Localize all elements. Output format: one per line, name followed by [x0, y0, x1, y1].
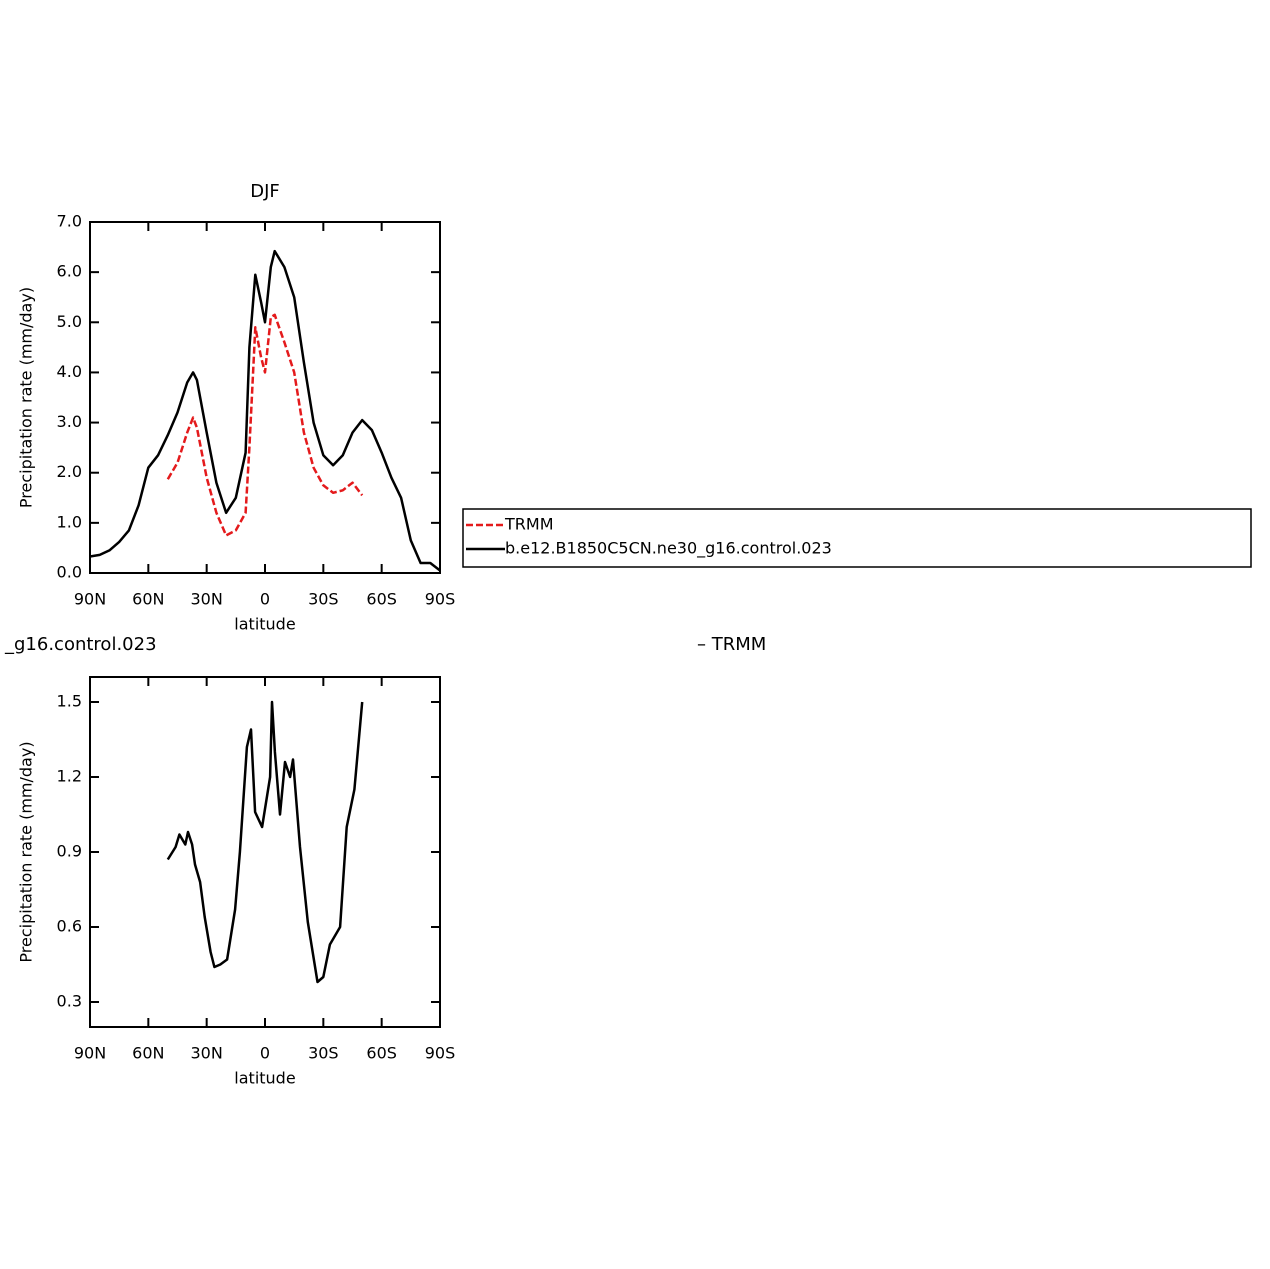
x-axis-label: latitude	[234, 615, 295, 634]
y-tick-label: 0.0	[57, 563, 82, 582]
x-tick-label: 30N	[191, 590, 223, 609]
chart-title: – TRMM	[697, 634, 766, 655]
legend-label: TRMM	[504, 515, 554, 534]
x-tick-label: 60N	[132, 590, 164, 609]
legend-label: b.e12.B1850C5CN.ne30_g16.control.023	[505, 539, 832, 559]
y-tick-label: 1.5	[57, 692, 82, 711]
x-tick-label: 30N	[191, 1044, 223, 1063]
x-tick-label: 60S	[366, 590, 397, 609]
y-tick-label: 7.0	[57, 212, 82, 231]
y-tick-label: 0.3	[57, 992, 82, 1011]
x-tick-label: 90N	[74, 590, 106, 609]
y-tick-label: 0.6	[57, 917, 82, 936]
x-axis-label: latitude	[234, 1069, 295, 1088]
x-tick-label: 90N	[74, 1044, 106, 1063]
x-tick-label: 90S	[425, 590, 456, 609]
y-tick-label: 5.0	[57, 312, 82, 331]
y-tick-label: 1.0	[57, 512, 82, 531]
y-tick-label: 4.0	[57, 362, 82, 381]
y-tick-label: 3.0	[57, 412, 82, 431]
data-line	[166, 700, 364, 984]
x-tick-label: 30S	[308, 590, 339, 609]
plot-frame	[89, 221, 441, 574]
legend-box	[462, 508, 1252, 568]
x-tick-label: 0	[260, 1044, 270, 1063]
chart-title: _g16.control.023	[4, 634, 157, 655]
x-tick-label: 90S	[425, 1044, 456, 1063]
y-tick-label: 2.0	[57, 462, 82, 481]
y-tick-label: 6.0	[57, 262, 82, 281]
x-tick-label: 0	[260, 590, 270, 609]
data-line	[89, 249, 441, 572]
y-tick-label: 1.2	[57, 767, 82, 786]
y-axis-label: Precipitation rate (mm/day)	[17, 287, 36, 508]
x-tick-label: 30S	[308, 1044, 339, 1063]
data-line	[166, 313, 364, 537]
y-tick-label: 0.9	[57, 842, 82, 861]
x-tick-label: 60S	[366, 1044, 397, 1063]
y-axis-label: Precipitation rate (mm/day)	[17, 741, 36, 962]
plot-frame	[89, 676, 441, 1028]
chart-title: DJF	[250, 181, 280, 202]
x-tick-label: 60N	[132, 1044, 164, 1063]
